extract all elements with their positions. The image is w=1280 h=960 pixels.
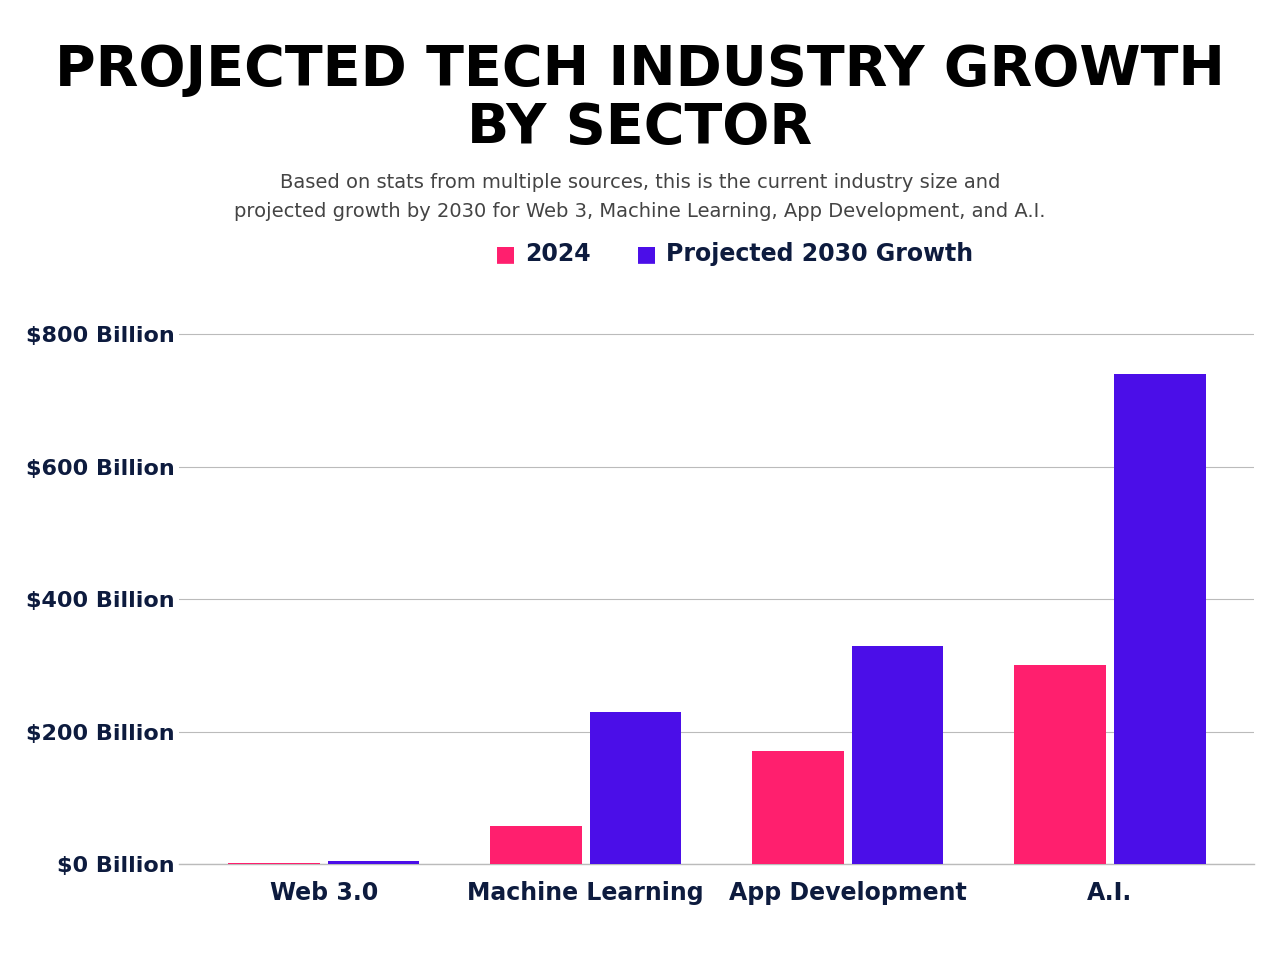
Text: BY SECTOR: BY SECTOR	[467, 101, 813, 155]
Text: Based on stats from multiple sources, this is the current industry size and: Based on stats from multiple sources, th…	[280, 173, 1000, 192]
Bar	[328, 861, 420, 864]
Text: 2024: 2024	[525, 242, 590, 266]
Bar	[1114, 374, 1206, 864]
Bar	[590, 711, 681, 864]
Bar	[1014, 665, 1106, 864]
Bar	[490, 827, 582, 864]
Text: projected growth by 2030 for Web 3, Machine Learning, App Development, and A.I.: projected growth by 2030 for Web 3, Mach…	[234, 202, 1046, 221]
Text: PROJECTED TECH INDUSTRY GROWTH: PROJECTED TECH INDUSTRY GROWTH	[55, 43, 1225, 97]
Text: ■: ■	[495, 245, 516, 264]
Bar	[851, 645, 943, 864]
Bar	[753, 752, 844, 864]
Text: Projected 2030 Growth: Projected 2030 Growth	[666, 242, 973, 266]
Bar	[228, 863, 320, 864]
Text: ■: ■	[636, 245, 657, 264]
